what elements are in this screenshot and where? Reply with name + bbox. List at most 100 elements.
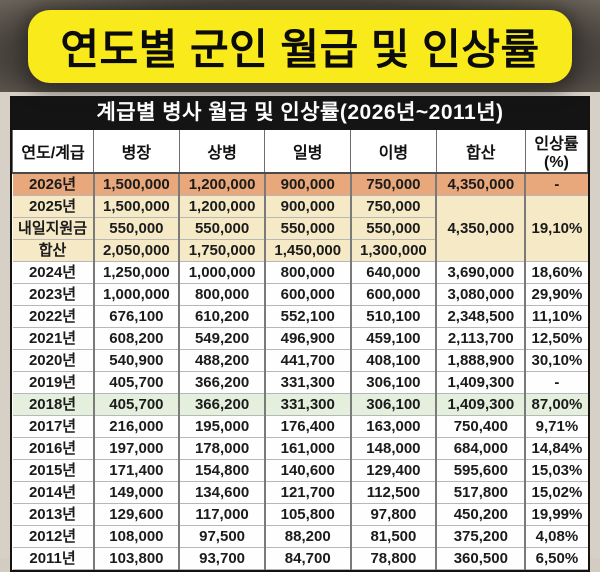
value-cell: 306,100	[349, 393, 438, 416]
value-cell: 108,000	[92, 525, 181, 548]
value-cell: 11,10%	[524, 305, 588, 328]
value-cell: 97,500	[178, 525, 266, 548]
year-cell: 2012년	[12, 525, 95, 548]
table-row: 2020년 540,900 488,200 441,700 408,100 1,888,9…	[12, 349, 588, 372]
page-title: 연도별 군인 월급 및 인상률	[60, 26, 540, 73]
value-cell: 441,700	[263, 349, 352, 372]
year-cell: 2011년	[12, 547, 95, 570]
table-row: 2015년 171,400 154,800 140,600 129,400 595,600…	[12, 459, 588, 482]
table-row: 2023년 1,000,000 800,000 600,000 600,000 3,080…	[12, 283, 588, 306]
value-cell: 496,900	[263, 327, 352, 350]
value-cell: 488,200	[178, 349, 266, 372]
value-cell: 154,800	[178, 459, 266, 482]
table-row: 2011년 103,800 93,700 84,700 78,800 360,500 6,5…	[12, 547, 588, 570]
year-cell: 2014년	[12, 481, 95, 504]
value-cell: 1,450,000	[263, 239, 352, 262]
value-cell: 540,900	[92, 349, 181, 372]
table-row: 2012년 108,000 97,500 88,200 81,500 375,200 4,0…	[12, 525, 588, 548]
value-cell: 405,700	[92, 371, 181, 394]
table-header-row: 연도/계급 병장 상병 일병 이병 합산 인상률(%)	[11, 128, 589, 174]
value-cell: 610,200	[178, 305, 266, 328]
value-cell: 2,050,000	[92, 239, 181, 262]
value-cell: 2,348,500	[435, 305, 527, 328]
value-cell: 800,000	[263, 261, 352, 284]
value-cell: 4,08%	[524, 525, 588, 548]
value-cell: 1,200,000	[178, 172, 266, 196]
value-cell: 2,113,700	[435, 327, 527, 350]
year-cell: 2021년	[12, 327, 95, 350]
value-cell: 93,700	[178, 547, 266, 570]
value-cell: 750,400	[435, 415, 527, 438]
value-cell: 88,200	[263, 525, 352, 548]
value-cell: 550,000	[263, 217, 352, 240]
value-cell: 15,02%	[524, 481, 588, 504]
value-cell: 6,50%	[524, 547, 588, 570]
value-cell: 18,60%	[524, 261, 588, 284]
year-cell: 2015년	[12, 459, 95, 482]
value-cell: 1,409,300	[435, 371, 527, 394]
value-cell: 4,350,000	[435, 195, 527, 262]
value-cell: 459,100	[349, 327, 438, 350]
value-cell: 1,500,000	[92, 195, 181, 218]
column-header: 병장	[93, 128, 180, 174]
salary-table: 연도/계급 병장 상병 일병 이병 합산 인상률(%) 2026년 1,500,000 1,20…	[11, 128, 589, 570]
value-cell: 408,100	[349, 349, 438, 372]
value-cell: 195,000	[178, 415, 266, 438]
value-cell: 140,600	[263, 459, 352, 482]
value-cell: 600,000	[263, 283, 352, 306]
year-cell: 내일지원금	[12, 217, 95, 240]
value-cell: 3,080,000	[435, 283, 527, 306]
value-cell: 360,500	[435, 547, 527, 570]
table-row: 2025년 1,500,000 1,200,000 900,000 750,000 4,3…	[12, 195, 588, 262]
column-header: 일병	[264, 128, 352, 174]
value-cell: 366,200	[178, 371, 266, 394]
year-cell: 2023년	[12, 283, 95, 306]
table-row: 2017년 216,000 195,000 176,400 163,000 750,400…	[12, 415, 588, 438]
table-row: 2022년 676,100 610,200 552,100 510,100 2,348,5…	[12, 305, 588, 328]
year-cell: 2024년	[12, 261, 95, 284]
value-cell: -	[524, 371, 588, 394]
value-cell: 1,000,000	[178, 261, 266, 284]
value-cell: 3,690,000	[435, 261, 527, 284]
value-cell: 129,400	[349, 459, 438, 482]
value-cell: 608,200	[92, 327, 181, 350]
table-row: 합산 2,050,000 1,750,000 1,450,000 1,300,000	[12, 239, 588, 262]
table-row: 2016년 197,000 178,000 161,000 148,000 684,000…	[12, 437, 588, 460]
value-cell: 163,000	[349, 415, 438, 438]
value-cell: 1,300,000	[349, 239, 437, 262]
year-cell: 2020년	[12, 349, 95, 372]
value-cell: 148,000	[349, 437, 438, 460]
value-cell: 12,50%	[524, 327, 588, 350]
value-cell: 87,00%	[524, 393, 588, 416]
value-cell: 1,250,000	[92, 261, 181, 284]
year-cell: 2019년	[12, 371, 95, 394]
value-cell: 331,300	[263, 371, 352, 394]
value-cell: 81,500	[349, 525, 438, 548]
table-row: 내일지원금 550,000 550,000 550,000 550,000	[12, 217, 588, 240]
value-cell: 9,71%	[524, 415, 588, 438]
table-row: 2013년 129,600 117,000 105,800 97,800 450,200 1…	[12, 503, 588, 526]
value-cell: 178,000	[178, 437, 266, 460]
title-box: 연도별 군인 월급 및 인상률	[28, 10, 572, 83]
value-cell: 306,100	[349, 371, 438, 394]
value-cell: 14,84%	[524, 437, 588, 460]
value-cell: 1,200,000	[178, 195, 266, 218]
value-cell: 105,800	[263, 503, 352, 526]
value-cell: 78,800	[349, 547, 438, 570]
value-cell: 1,500,000	[92, 172, 181, 196]
value-cell: 29,90%	[524, 283, 588, 306]
year-cell: 2017년	[12, 415, 95, 438]
value-cell: -	[524, 172, 588, 196]
value-cell: 30,10%	[524, 349, 588, 372]
value-cell: 800,000	[178, 283, 266, 306]
value-cell: 676,100	[92, 305, 181, 328]
value-cell: 750,000	[349, 172, 438, 196]
table-row: 2018년 405,700 366,200 331,300 306,100 1,409,3…	[12, 393, 588, 416]
value-cell: 375,200	[435, 525, 527, 548]
value-cell: 149,000	[92, 481, 181, 504]
value-cell: 171,400	[92, 459, 181, 482]
value-cell: 197,000	[92, 437, 181, 460]
year-cell: 2026년	[12, 172, 95, 196]
year-cell: 2016년	[12, 437, 95, 460]
